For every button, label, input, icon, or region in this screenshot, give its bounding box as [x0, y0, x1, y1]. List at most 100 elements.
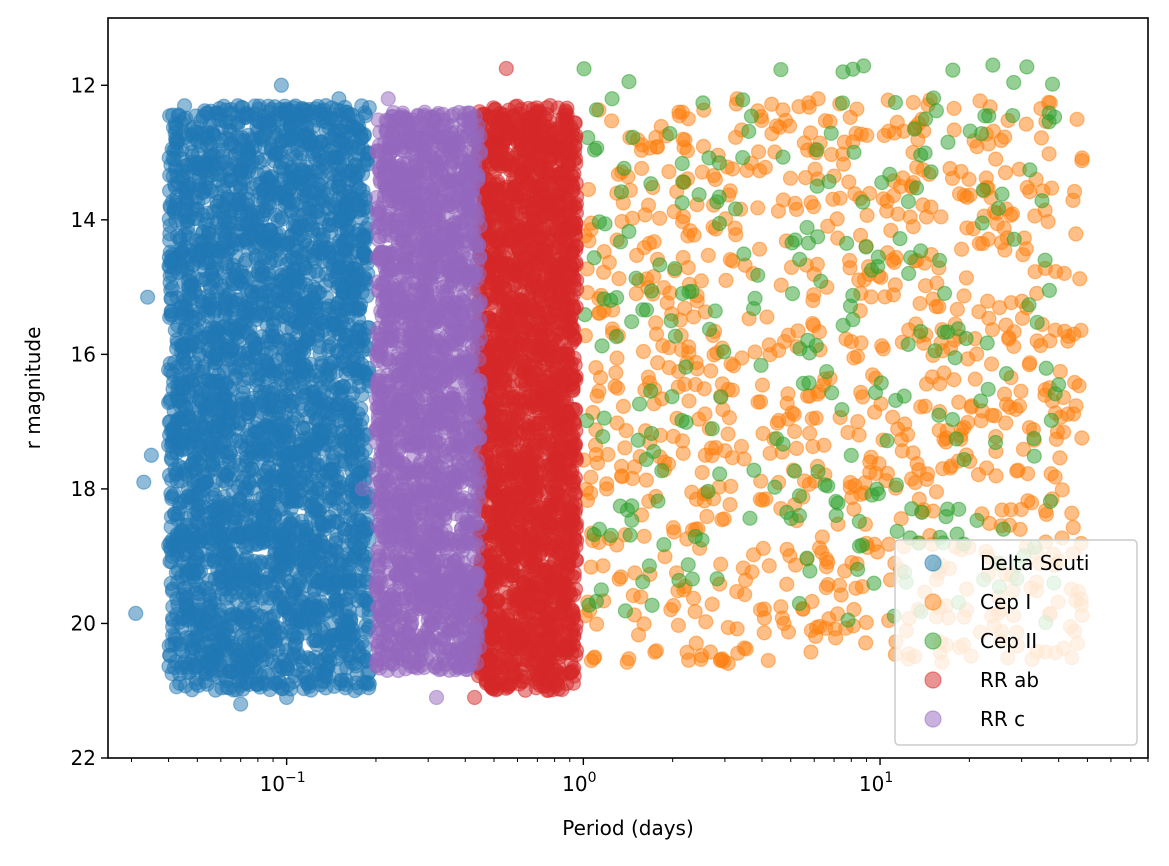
- data-point: [768, 118, 785, 134]
- data-point: [727, 201, 744, 217]
- data-point: [837, 563, 853, 579]
- data-point: [215, 642, 231, 658]
- data-point: [1012, 521, 1028, 537]
- data-point: [641, 558, 657, 574]
- data-point: [314, 315, 330, 331]
- data-point: [351, 323, 367, 339]
- data-point: [946, 372, 962, 388]
- data-point: [295, 388, 312, 405]
- data-point: [1026, 430, 1042, 447]
- data-point: [751, 241, 768, 257]
- data-point: [1051, 377, 1067, 393]
- data-point: [980, 231, 996, 247]
- data-point: [617, 440, 633, 456]
- data-point: [1064, 505, 1080, 521]
- data-point: [353, 130, 370, 146]
- data-point: [292, 302, 308, 319]
- data-point: [956, 451, 972, 468]
- data-point: [888, 249, 904, 266]
- data-point: [212, 156, 228, 173]
- data-point: [240, 400, 256, 416]
- data-point: [241, 150, 257, 166]
- data-point: [737, 572, 754, 588]
- data-point: [235, 626, 251, 642]
- data-point: [173, 337, 190, 353]
- data-point: [350, 233, 366, 249]
- data-point: [287, 106, 303, 122]
- data-point: [180, 226, 197, 242]
- data-point: [595, 428, 611, 445]
- data-point: [581, 597, 597, 613]
- data-point: [647, 644, 663, 660]
- data-point: [799, 550, 815, 566]
- data-point: [949, 301, 965, 317]
- data-point: [332, 158, 348, 174]
- data-point: [791, 99, 807, 115]
- data-point: [252, 114, 268, 131]
- data-point: [163, 290, 179, 306]
- data-point: [297, 549, 314, 565]
- data-point: [625, 129, 641, 145]
- data-point: [589, 140, 605, 156]
- data-point: [698, 614, 714, 630]
- data-point: [855, 389, 871, 405]
- data-point: [948, 431, 964, 447]
- data-point: [997, 165, 1014, 181]
- data-point: [199, 609, 215, 625]
- data-point: [583, 485, 599, 501]
- data-point: [241, 370, 257, 386]
- data-point: [896, 388, 912, 404]
- data-point: [704, 421, 720, 437]
- data-point: [951, 501, 967, 517]
- data-point: [970, 466, 987, 483]
- data-point: [170, 505, 186, 521]
- data-point: [325, 257, 341, 274]
- data-point: [665, 428, 681, 444]
- data-point: [935, 461, 951, 477]
- data-point: [633, 160, 650, 177]
- data-point: [191, 154, 207, 171]
- data-point: [666, 524, 682, 540]
- data-point: [245, 290, 261, 306]
- data-point: [707, 171, 724, 188]
- data-point: [758, 491, 774, 507]
- data-point: [1038, 360, 1054, 376]
- data-point: [190, 621, 206, 637]
- data-point: [800, 235, 817, 251]
- data-point: [335, 354, 351, 370]
- data-point: [686, 227, 702, 243]
- data-point: [279, 178, 295, 195]
- data-point: [828, 507, 844, 523]
- data-point: [787, 232, 803, 248]
- data-point: [810, 464, 826, 480]
- data-point: [918, 209, 935, 225]
- data-point: [805, 292, 821, 309]
- data-point: [189, 322, 205, 338]
- data-point: [712, 466, 728, 482]
- data-point: [1001, 329, 1017, 346]
- data-point: [925, 90, 942, 106]
- data-point: [1065, 519, 1081, 536]
- data-point: [664, 389, 680, 405]
- data-point: [591, 214, 607, 230]
- data-point: [232, 176, 248, 192]
- data-point: [321, 338, 337, 355]
- data-point: [906, 121, 923, 137]
- data-point: [881, 536, 897, 552]
- data-point: [262, 199, 278, 215]
- data-point: [622, 527, 638, 543]
- data-point: [903, 249, 919, 266]
- data-point: [752, 394, 769, 410]
- data-point: [643, 383, 659, 399]
- data-point: [226, 534, 242, 550]
- data-point: [279, 689, 295, 706]
- data-point: [998, 317, 1014, 333]
- data-point: [684, 571, 700, 587]
- data-point: [802, 425, 818, 441]
- data-point: [917, 278, 934, 294]
- data-point: [754, 377, 771, 393]
- data-point: [260, 356, 276, 373]
- data-point: [674, 412, 690, 429]
- data-point: [268, 398, 284, 415]
- data-point: [594, 338, 610, 354]
